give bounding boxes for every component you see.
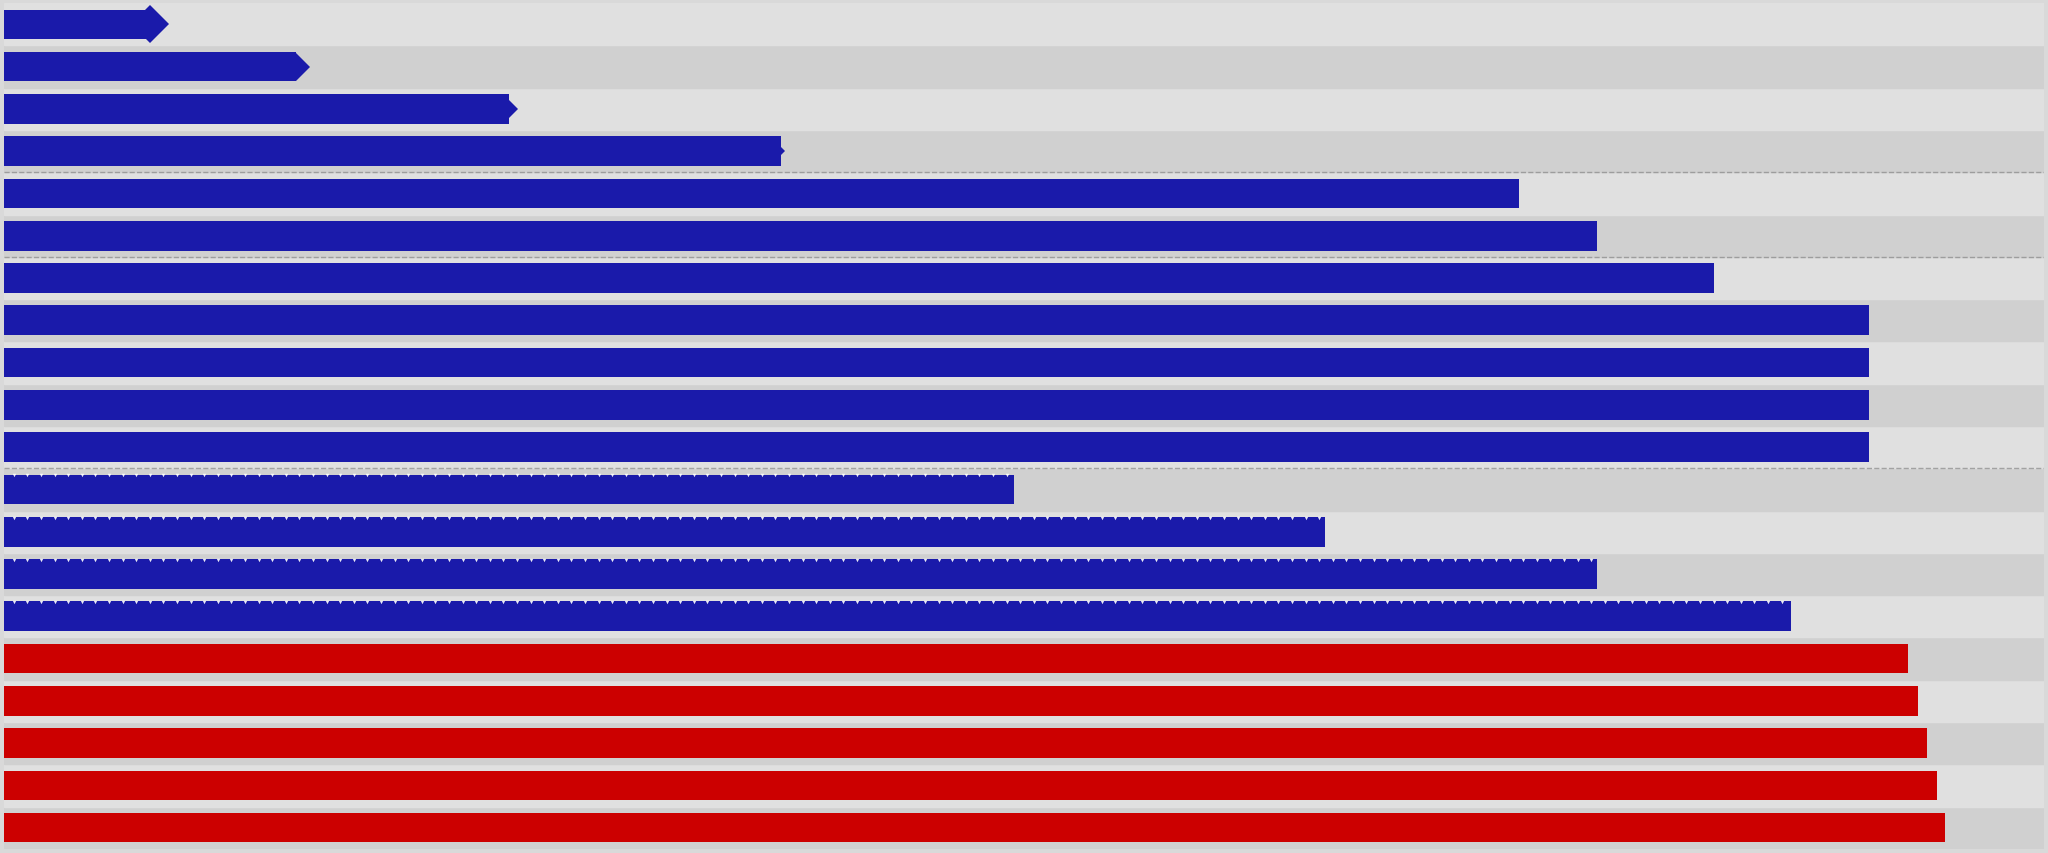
Bar xyxy=(4,426,2044,469)
Bar xyxy=(4,391,1870,421)
Bar xyxy=(4,601,1792,631)
Bar xyxy=(4,813,1946,843)
Bar xyxy=(4,299,2044,342)
Bar xyxy=(4,469,2044,511)
Bar xyxy=(4,384,2044,426)
Bar xyxy=(4,131,2044,173)
Bar xyxy=(4,722,2044,764)
Bar xyxy=(4,215,2044,258)
Bar xyxy=(4,46,2044,89)
Bar xyxy=(4,686,1917,716)
Bar xyxy=(4,95,510,125)
Bar xyxy=(4,4,2044,46)
Bar xyxy=(4,10,150,40)
Bar xyxy=(4,258,2044,299)
Bar xyxy=(4,638,2044,680)
Bar xyxy=(4,4,2044,46)
Bar xyxy=(4,384,2044,426)
Bar xyxy=(4,807,2044,849)
Bar xyxy=(4,173,2044,215)
Bar xyxy=(4,807,2044,849)
Bar xyxy=(4,680,2044,722)
Bar xyxy=(4,728,1927,758)
Bar xyxy=(4,46,2044,89)
Bar xyxy=(4,89,2044,131)
Bar xyxy=(4,173,2044,215)
Bar xyxy=(4,771,1937,800)
Bar xyxy=(4,53,295,82)
Bar xyxy=(4,722,2044,764)
Bar xyxy=(4,137,780,167)
Bar xyxy=(4,595,2044,638)
Bar xyxy=(4,511,2044,554)
Bar xyxy=(4,222,1597,252)
Bar xyxy=(4,554,2044,595)
Bar xyxy=(4,554,2044,595)
Bar xyxy=(4,264,1714,293)
Bar xyxy=(4,179,1520,209)
Bar xyxy=(4,644,1909,674)
Bar xyxy=(4,475,1014,505)
Bar xyxy=(4,342,2044,384)
Bar xyxy=(4,258,2044,299)
Bar xyxy=(4,342,2044,384)
Bar xyxy=(4,215,2044,258)
Bar xyxy=(4,131,2044,173)
Bar xyxy=(4,680,2044,722)
Bar xyxy=(4,306,1870,336)
Bar xyxy=(4,638,2044,680)
Bar xyxy=(4,764,2044,807)
Bar xyxy=(4,426,2044,469)
Bar xyxy=(4,560,1597,589)
Bar xyxy=(4,595,2044,638)
Bar xyxy=(4,764,2044,807)
Bar xyxy=(4,511,2044,554)
Bar xyxy=(4,89,2044,131)
Bar xyxy=(4,517,1325,547)
Bar xyxy=(4,348,1870,378)
Bar xyxy=(4,299,2044,342)
Bar xyxy=(4,469,2044,511)
Bar xyxy=(4,432,1870,462)
